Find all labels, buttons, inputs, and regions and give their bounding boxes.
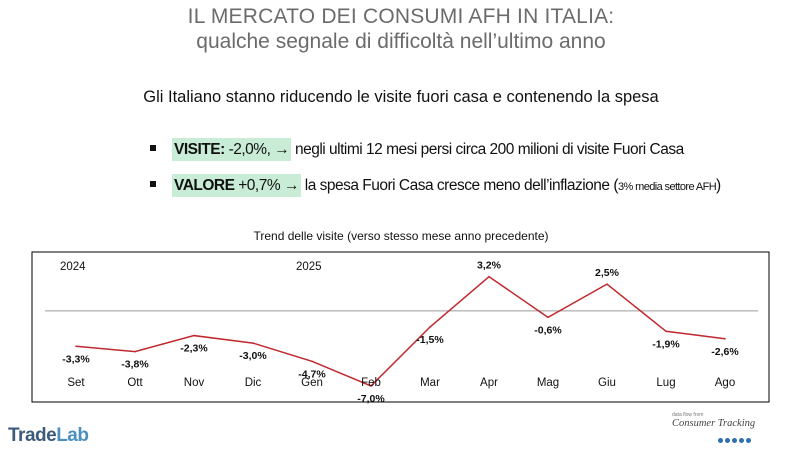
data-point: [429, 326, 431, 328]
tradelab-logo: TradeLab: [8, 425, 89, 447]
year-label: 2025: [296, 261, 322, 273]
data-label: 3,2%: [477, 260, 502, 272]
logo-name: Consumer Tracking: [672, 418, 756, 429]
x-tick-label: Mar: [420, 377, 440, 389]
data-point: [75, 345, 77, 348]
data-point: [665, 330, 667, 333]
series-line: [75, 275, 726, 387]
highlight-valore: VALORE +0,7% →: [172, 174, 301, 197]
data-point: [488, 275, 490, 278]
data-point: [606, 283, 608, 285]
valore-close: ): [716, 177, 721, 194]
data-point: [370, 385, 372, 387]
x-tick-label: Ago: [715, 377, 735, 389]
chart-frame: [31, 251, 770, 403]
visite-label: VISITE:: [174, 141, 225, 158]
logo-part-lab: Lab: [56, 425, 89, 446]
x-tick-label: Nov: [184, 377, 205, 389]
lead-text: Gli Italiano stanno riducendo le visite …: [143, 88, 659, 106]
data-label: -1,9%: [652, 338, 680, 350]
bullet-valore: VALORE +0,7% → la spesa Fuori Casa cresc…: [150, 174, 721, 197]
data-label: -3,3%: [62, 353, 90, 365]
x-tick-label: Giu: [598, 377, 616, 389]
data-label: -4,7%: [298, 368, 326, 380]
valore-label: VALORE: [174, 177, 235, 194]
title-block: IL MERCATO DEI CONSUMI AFH IN ITALIA: qu…: [0, 4, 802, 54]
data-point: [547, 316, 549, 319]
highlight-visite: VISITE: -2,0%, →: [172, 138, 292, 161]
arrow-icon: →: [274, 141, 290, 158]
data-point: [134, 350, 136, 353]
x-tick-label: Apr: [480, 377, 498, 389]
logo-part-trade: Trade: [8, 425, 57, 446]
data-label: -1,5%: [416, 334, 444, 346]
visite-value: -2,0%,: [224, 141, 271, 158]
data-label: -2,3%: [180, 343, 208, 355]
data-label: -7,0%: [357, 393, 385, 405]
x-tick-label: Feb: [361, 377, 381, 389]
data-label: 2,5%: [595, 267, 620, 279]
valore-value: +0,7%: [234, 177, 281, 194]
data-point: [311, 360, 313, 363]
x-tick-label: Lug: [656, 377, 675, 389]
chart-marks: -3,3% Set -3,8% Ott -2,3% Nov -3,0% Dic -4,7%Gen…: [60, 260, 739, 405]
data-point: [193, 334, 195, 337]
data-point: [252, 342, 254, 344]
logo-dots-icon: [718, 430, 753, 448]
valore-small-text: 3% media settore AFH: [617, 181, 717, 193]
data-label: -3,0%: [239, 350, 267, 362]
bullet-square-icon: [150, 144, 156, 151]
data-label: -2,6%: [711, 346, 739, 358]
x-tick-label: Ott: [127, 377, 143, 389]
x-tick-label: Dic: [245, 377, 262, 389]
x-tick-label: Set: [67, 377, 85, 389]
consumer-tracking-logo: data flow from Consumer Tracking: [672, 412, 782, 429]
valore-text: la spesa Fuori Casa cresce meno dell’inf…: [304, 177, 619, 194]
x-tick-label: Mag: [537, 377, 559, 389]
page-subtitle: qualche segnale di difficoltà nell’ultim…: [196, 30, 606, 53]
chart-title: Trend delle visite (verso stesso mese an…: [253, 229, 549, 243]
arrow-icon: →: [283, 177, 300, 194]
data-label: -3,8%: [121, 359, 149, 371]
bullet-square-icon: [150, 180, 156, 187]
visite-text: negli ultimi 12 mesi persi circa 200 mil…: [295, 141, 684, 158]
page-title: IL MERCATO DEI CONSUMI AFH IN ITALIA:: [187, 5, 615, 28]
logo-tagline: data flow from: [672, 412, 704, 418]
data-label: -0,6%: [534, 324, 562, 336]
year-label: 2024: [60, 261, 86, 273]
data-point: [724, 337, 726, 340]
x-tick-label: Gen: [301, 377, 323, 389]
bullet-visite: VISITE: -2,0%, → negli ultimi 12 mesi pe…: [150, 138, 684, 161]
